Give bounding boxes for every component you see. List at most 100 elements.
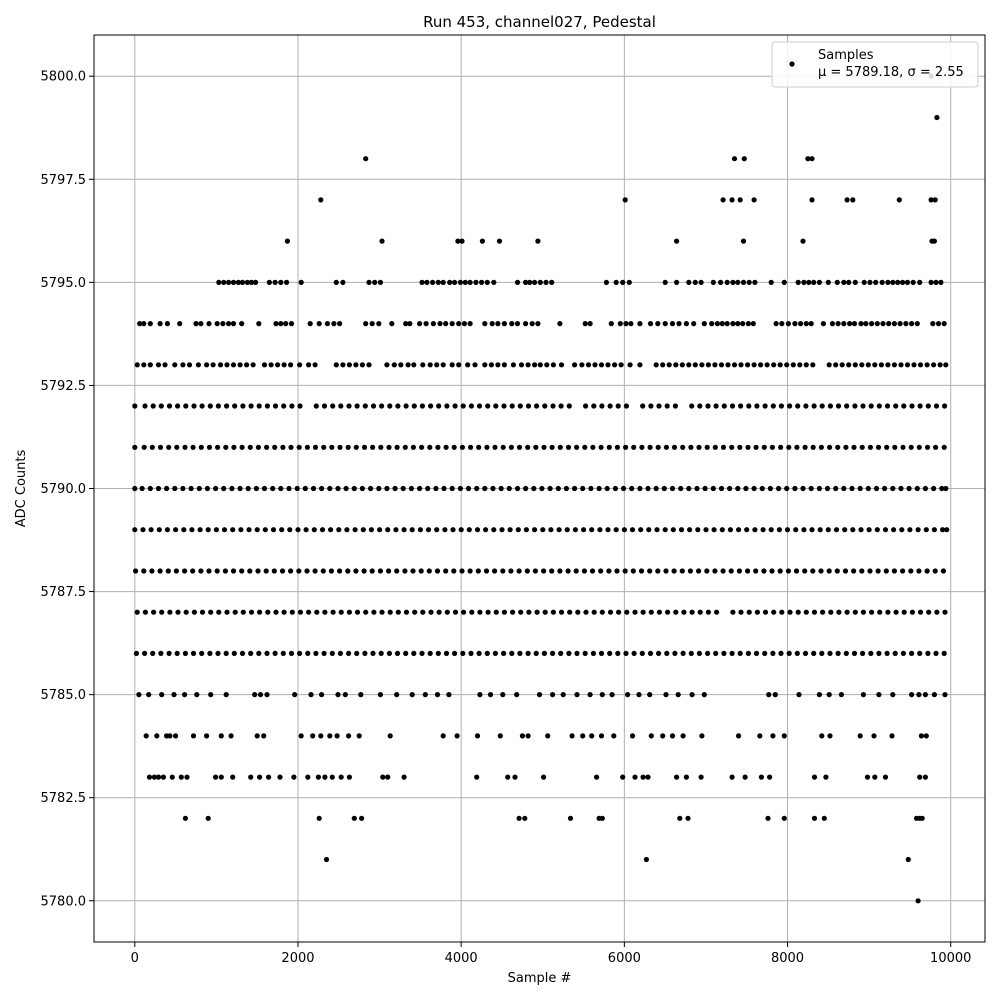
data-point — [629, 527, 636, 533]
data-point — [787, 609, 793, 615]
data-point — [256, 403, 262, 409]
data-point — [803, 403, 809, 409]
data-point — [611, 733, 617, 739]
data-point — [590, 650, 597, 657]
data-point — [286, 485, 292, 492]
data-point — [484, 279, 490, 285]
data-point — [403, 650, 409, 657]
data-point — [581, 568, 588, 574]
data-point — [175, 403, 181, 409]
data-point — [688, 444, 694, 450]
data-point — [362, 650, 368, 657]
data-point — [596, 485, 602, 492]
x-tick-label: 8000 — [771, 951, 804, 966]
data-point — [338, 609, 344, 615]
data-point — [718, 279, 724, 285]
data-point — [874, 321, 880, 327]
data-point — [508, 444, 514, 450]
data-point — [377, 527, 383, 533]
data-point — [190, 650, 197, 657]
data-point — [425, 527, 432, 533]
data-point — [672, 650, 678, 657]
data-point — [901, 403, 907, 409]
data-point — [809, 527, 815, 533]
data-point — [240, 403, 246, 409]
data-point — [612, 362, 618, 368]
data-point — [172, 485, 178, 492]
x-tick-label: 10000 — [930, 951, 971, 966]
data-point — [333, 362, 339, 368]
data-point — [169, 774, 175, 780]
data-point — [661, 485, 667, 492]
data-point — [886, 321, 892, 327]
data-point — [882, 527, 889, 533]
data-point — [533, 444, 539, 450]
data-point — [311, 527, 317, 533]
data-point — [362, 403, 368, 409]
data-point — [440, 279, 446, 285]
data-point — [605, 362, 611, 368]
data-point — [852, 362, 858, 368]
data-point — [239, 321, 245, 327]
data-point — [154, 733, 160, 739]
data-point — [354, 609, 361, 615]
data-point — [516, 568, 522, 574]
data-point — [204, 733, 210, 739]
data-point — [843, 650, 849, 657]
data-point — [632, 609, 638, 615]
data-point — [338, 774, 344, 780]
data-point — [229, 485, 235, 492]
data-point — [746, 279, 752, 285]
data-point — [699, 733, 705, 739]
data-point — [556, 527, 562, 533]
data-point — [550, 403, 556, 409]
data-point — [844, 403, 850, 409]
data-point — [395, 403, 401, 409]
data-point — [640, 774, 646, 780]
x-axis-ticks: 0 2000 4000 6000 8000 10000 — [131, 942, 971, 966]
data-point — [519, 733, 526, 739]
data-point — [662, 279, 668, 285]
data-point — [523, 321, 529, 327]
data-point — [915, 898, 921, 904]
data-point — [221, 527, 228, 533]
data-point — [604, 485, 610, 492]
data-point — [567, 815, 574, 821]
data-point — [582, 321, 588, 327]
data-point — [514, 279, 521, 285]
data-point — [867, 568, 873, 574]
data-point — [264, 403, 270, 409]
data-point — [155, 485, 162, 492]
data-point — [329, 650, 335, 657]
data-point — [865, 485, 871, 492]
data-point — [740, 279, 747, 285]
data-point — [193, 321, 199, 327]
data-point — [186, 362, 193, 368]
data-point — [907, 527, 913, 533]
data-point — [582, 444, 588, 450]
data-point — [440, 733, 446, 739]
data-point — [737, 197, 743, 203]
data-point — [465, 362, 471, 368]
data-point — [548, 527, 554, 533]
data-point — [859, 444, 865, 450]
data-point — [712, 444, 718, 450]
data-point — [575, 609, 581, 615]
data-point — [261, 362, 268, 368]
data-point — [199, 403, 205, 409]
data-point — [609, 692, 615, 698]
data-point — [147, 362, 153, 368]
data-point — [572, 362, 578, 368]
data-point — [785, 568, 792, 574]
data-point — [784, 527, 791, 533]
data-point — [136, 692, 142, 698]
data-point — [908, 444, 914, 450]
data-point — [337, 568, 343, 574]
data-point — [557, 444, 563, 450]
data-point — [897, 321, 903, 327]
data-point — [925, 403, 931, 409]
data-point — [147, 485, 153, 492]
data-point — [899, 527, 905, 533]
data-point — [646, 527, 652, 533]
data-point — [869, 321, 875, 327]
